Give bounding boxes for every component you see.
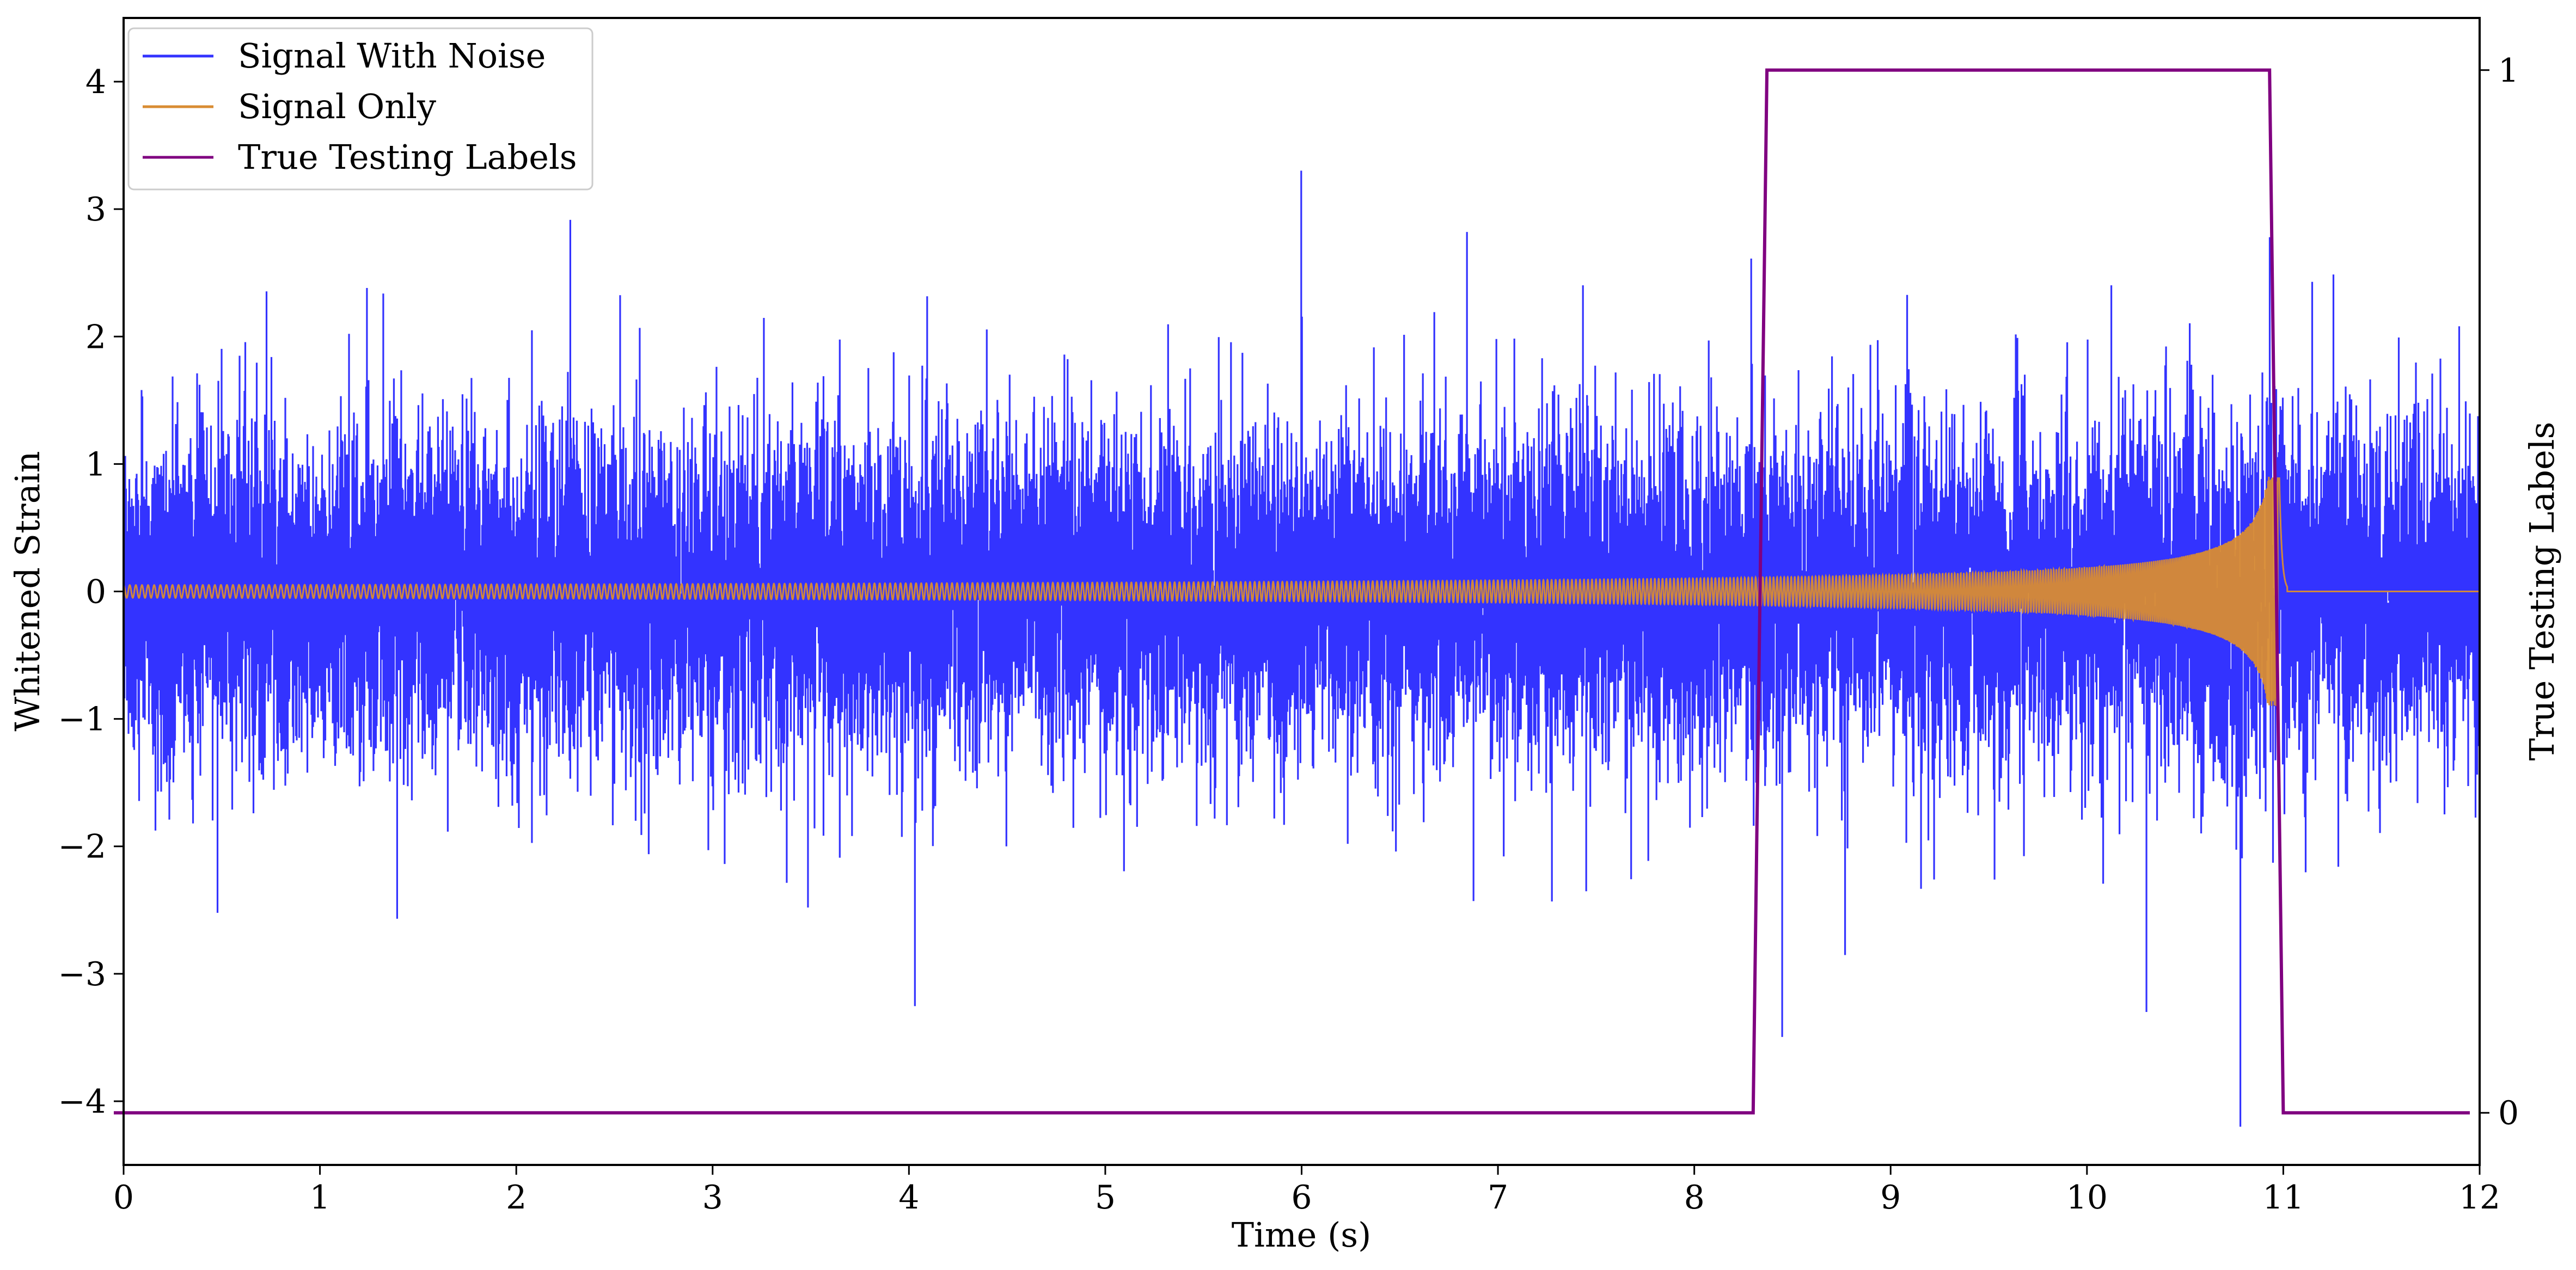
legend: Signal With Noise Signal Only True Testi… — [127, 27, 593, 191]
x-tick-label: 3 — [702, 1179, 723, 1217]
x-tick-label: 5 — [1095, 1179, 1116, 1217]
true-testing-labels-series — [114, 68, 2470, 1115]
left-y-tick-label: 0 — [85, 573, 106, 611]
x-tick-label: 10 — [2066, 1179, 2108, 1217]
right-y-axis-ticks: 01 — [2480, 52, 2519, 1132]
left-y-tick-label: −2 — [58, 828, 106, 866]
x-axis-label: Time (s) — [1232, 1215, 1372, 1255]
x-tick-label: 0 — [113, 1179, 134, 1217]
left-y-tick-label: 4 — [85, 63, 106, 101]
signal-only-line — [123, 476, 2480, 707]
true-testing-labels-line — [114, 68, 2470, 1115]
right-y-axis-label: True Testing Labels — [2522, 422, 2562, 761]
x-tick-label: 4 — [898, 1179, 919, 1217]
left-y-axis-ticks: −4 −3 −2 −1 0 1 2 3 4 — [58, 63, 124, 1121]
legend-label-signal-with-noise: Signal With Noise — [238, 36, 546, 76]
x-tick-label: 1 — [309, 1179, 330, 1217]
left-y-tick-label: −3 — [58, 955, 106, 993]
left-y-tick-label: 2 — [85, 318, 106, 356]
right-y-tick-label: 1 — [2498, 52, 2519, 90]
x-tick-label: 9 — [1880, 1179, 1901, 1217]
left-y-tick-label: −4 — [58, 1083, 106, 1121]
x-tick-label: 6 — [1291, 1179, 1312, 1217]
x-tick-label: 12 — [2459, 1179, 2500, 1217]
legend-box — [127, 27, 593, 191]
left-y-tick-label: 3 — [85, 191, 106, 229]
x-tick-label: 2 — [506, 1179, 527, 1217]
x-tick-label: 11 — [2262, 1179, 2304, 1217]
legend-label-signal-only: Signal Only — [238, 87, 436, 126]
right-y-tick-label: 0 — [2498, 1094, 2519, 1132]
x-axis-ticks: 0 1 2 3 4 5 6 7 8 9 10 11 12 — [113, 1165, 2500, 1217]
legend-label-true-testing-labels: True Testing Labels — [238, 137, 577, 177]
left-y-axis-label: Whitened Strain — [8, 451, 47, 732]
x-tick-label: 8 — [1684, 1179, 1705, 1217]
left-y-tick-label: 1 — [85, 445, 106, 483]
signal-only-series — [123, 476, 2480, 707]
x-tick-label: 7 — [1488, 1179, 1508, 1217]
left-y-tick-label: −1 — [58, 701, 106, 739]
